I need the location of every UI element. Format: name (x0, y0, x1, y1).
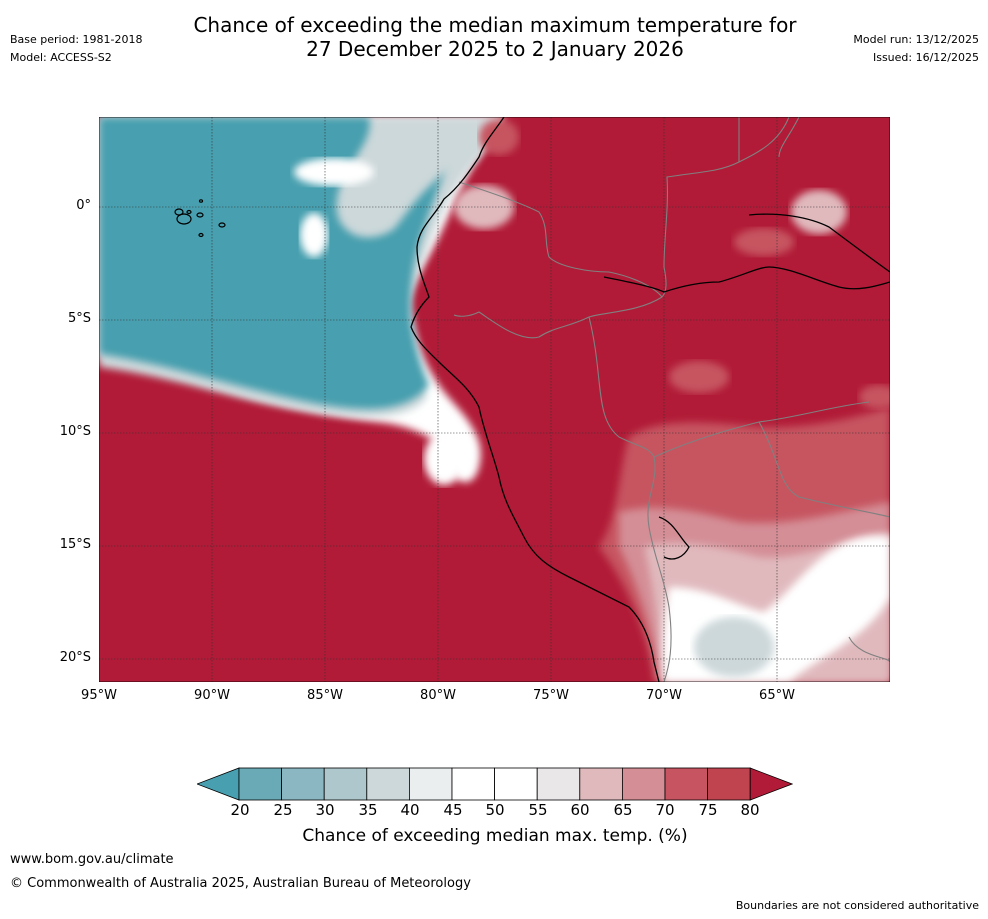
southeast-grey-patch (694, 617, 774, 677)
galapagos-islands (174, 199, 226, 238)
northeast-red-patch (734, 228, 794, 256)
colorbar-tick-45: 45 (443, 801, 463, 819)
map-title: Chance of exceeding the median maximum t… (150, 13, 840, 61)
meta-right: Model run: 13/12/2025 Issued: 16/12/2025 (853, 31, 979, 67)
base-period: Base period: 1981-2018 (10, 33, 143, 46)
lon-label-75w: 75°W (533, 688, 569, 703)
northeast-pink-patch (791, 190, 847, 234)
colorbar-cell (408, 767, 453, 801)
meta-left: Base period: 1981-2018 Model: ACCESS-S2 (10, 31, 142, 67)
colorbar (197, 767, 793, 801)
footer-website[interactable]: www.bom.gov.au/climate (10, 852, 174, 867)
east-red-patch (859, 385, 890, 409)
colorbar-tick-40: 40 (400, 801, 420, 819)
colorbar-tick-65: 65 (613, 801, 633, 819)
title-line-2: 27 December 2025 to 2 January 2026 (306, 37, 684, 61)
colorbar-cell (366, 767, 410, 801)
low-probability-area (99, 117, 447, 409)
lon-label-65w: 65°W (759, 688, 795, 703)
issued-date: Issued: 16/12/2025 (872, 51, 979, 64)
ocean-patch-white-north (294, 158, 374, 186)
lat-label-10s: 10°S (59, 424, 91, 439)
colorbar-tick-55: 55 (528, 801, 548, 819)
colorbar-extension-low (197, 767, 240, 801)
colorbar-extension-high (749, 767, 793, 801)
coast-red-patch (479, 119, 519, 155)
footer-copyright: © Commonwealth of Australia 2025, Austra… (10, 876, 471, 891)
model-name: Model: ACCESS-S2 (10, 51, 112, 64)
lat-label-20s: 20°S (59, 650, 91, 665)
lon-label-95w: 95°W (81, 688, 117, 703)
coastline (410, 117, 890, 682)
colorbar-cell (621, 767, 666, 801)
colorbar-cell (323, 767, 368, 801)
colorbar-tick-30: 30 (315, 801, 335, 819)
colorbar-cell (494, 767, 538, 801)
lon-label-70w: 70°W (646, 688, 682, 703)
colorbar-tick-35: 35 (358, 801, 378, 819)
lon-label-90w: 90°W (194, 688, 230, 703)
colorbar-tick-80: 80 (740, 801, 760, 819)
colorbar-cell (451, 767, 495, 801)
colorbar-cell (664, 767, 708, 801)
colorbar-cell (536, 767, 581, 801)
model-run: Model run: 13/12/2025 (853, 33, 979, 46)
lat-label-15s: 15°S (59, 537, 91, 552)
colorbar-tick-25: 25 (273, 801, 293, 819)
lon-label-85w: 85°W (307, 688, 343, 703)
colorbar-cell (238, 767, 282, 801)
forecast-map (99, 117, 890, 682)
footer-disclaimer: Boundaries are not considered authoritat… (735, 899, 979, 912)
lon-label-80w: 80°W (420, 688, 456, 703)
central-red-patch (669, 361, 729, 393)
lat-label-0: 0° (76, 198, 91, 213)
graticule (99, 117, 890, 682)
colorbar-tick-50: 50 (485, 801, 505, 819)
colorbar-tick-60: 60 (570, 801, 590, 819)
coastal-white-blob (424, 433, 464, 485)
ocean-patch-white (300, 213, 328, 257)
title-line-1: Chance of exceeding the median maximum t… (193, 13, 797, 37)
colorbar-tick-20: 20 (230, 801, 250, 819)
colorbar-tick-75: 75 (698, 801, 718, 819)
colorbar-label: Chance of exceeding median max. temp. (%… (302, 826, 688, 846)
colorbar-cell (579, 767, 623, 801)
lat-label-5s: 5°S (67, 311, 91, 326)
country-borders (453, 117, 890, 682)
colorbar-tick-70: 70 (655, 801, 675, 819)
colorbar-cell (707, 767, 751, 801)
colorbar-cell (281, 767, 325, 801)
